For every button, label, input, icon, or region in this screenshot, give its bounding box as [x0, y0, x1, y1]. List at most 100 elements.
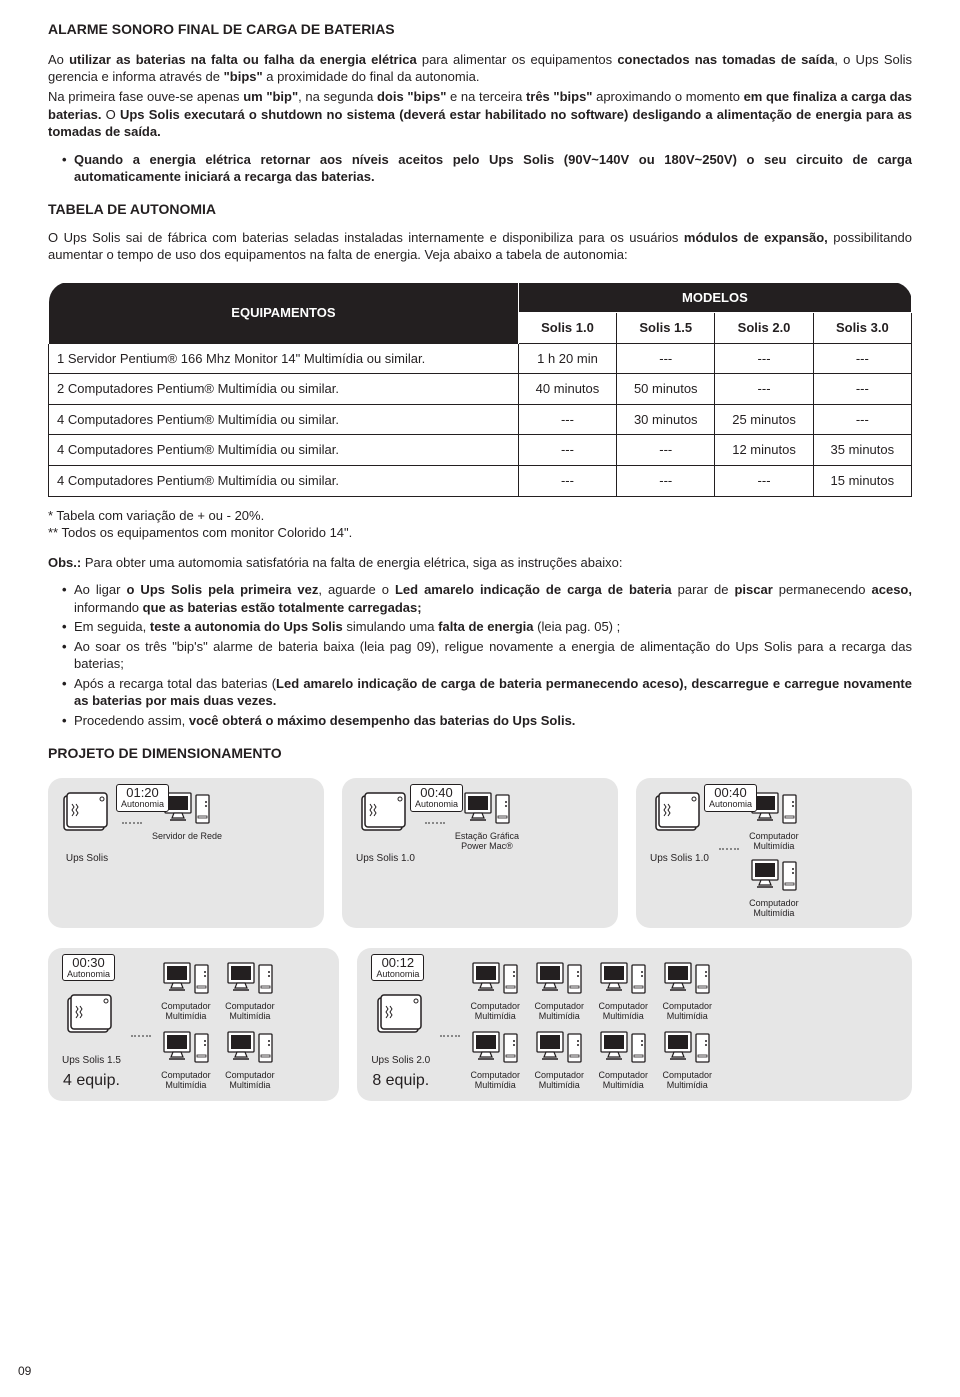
equip-label: ComputadorMultimídia — [662, 1002, 712, 1021]
th-model: Solis 2.0 — [715, 313, 813, 344]
time-badge: 00:40Autonomia — [410, 784, 463, 811]
equip-label: Servidor de Rede — [152, 832, 222, 841]
cell-value: 15 minutos — [813, 465, 911, 496]
cell-value: --- — [715, 343, 813, 374]
obs-item: Ao ligar o Ups Solis pela primeira vez, … — [62, 581, 912, 616]
alarm-p2: Na primeira fase ouve-se apenas um "bip"… — [48, 88, 912, 141]
cell-equip: 4 Computadores Pentium® Multimídia ou si… — [49, 465, 519, 496]
ups-unit: Ups Solis 1.0 — [650, 790, 709, 866]
equip-unit: ComputadorMultimídia — [598, 1029, 648, 1090]
equip-unit: ComputadorMultimídia — [534, 960, 584, 1021]
ups-unit: Ups Solis 1.54 equip. — [62, 992, 121, 1091]
ups-label: Ups Solis 2.0 — [371, 1054, 430, 1068]
sym-pc-icon — [225, 1029, 275, 1069]
table-row: 1 Servidor Pentium® 166 Mhz Monitor 14" … — [49, 343, 912, 374]
ups-unit: Ups Solis — [62, 790, 112, 866]
cell-value: --- — [518, 404, 616, 435]
equip-label: ComputadorMultimídia — [598, 1002, 648, 1021]
equip-label: ComputadorMultimídia — [534, 1002, 584, 1021]
equip-grid: ComputadorMultimídia ComputadorMultimídia… — [470, 960, 712, 1090]
sym-ups-icon — [654, 790, 704, 834]
equip-label: ComputadorMultimídia — [225, 1002, 275, 1021]
equip-unit: ComputadorMultimídia — [749, 857, 799, 918]
sym-ups-icon — [360, 790, 410, 834]
autonomy-intro: O Ups Solis sai de fábrica com baterias … — [48, 229, 912, 264]
alarm-title: ALARME SONORO FINAL DE CARGA DE BATERIAS — [48, 20, 912, 39]
cell-equip: 1 Servidor Pentium® 166 Mhz Monitor 14" … — [49, 343, 519, 374]
sym-pc-icon — [470, 1029, 520, 1069]
th-model: Solis 1.5 — [617, 313, 715, 344]
sym-pc-icon — [534, 1029, 584, 1069]
equip-unit: ComputadorMultimídia — [598, 960, 648, 1021]
equip-label: ComputadorMultimídia — [470, 1071, 520, 1090]
sym-pc-icon — [662, 960, 712, 1000]
sym-pc-icon — [161, 1029, 211, 1069]
equip-label: ComputadorMultimídia — [598, 1071, 648, 1090]
sym-pc-icon — [162, 790, 212, 830]
th-model: Solis 1.0 — [518, 313, 616, 344]
sym-pc-icon — [598, 1029, 648, 1069]
th-equip: EQUIPAMENTOS — [49, 282, 519, 343]
cell-value: --- — [813, 374, 911, 405]
cell-value: 50 minutos — [617, 374, 715, 405]
diagram-box: 01:20AutonomiaUps SolisServidor de Rede — [48, 778, 324, 928]
sym-pc-icon — [161, 960, 211, 1000]
page-number: 09 — [18, 1363, 31, 1379]
equip-unit: ComputadorMultimídia — [161, 1029, 211, 1090]
time-badge: 00:40Autonomia — [704, 784, 757, 811]
table-row: 2 Computadores Pentium® Multimídia ou si… — [49, 374, 912, 405]
cell-value: 40 minutos — [518, 374, 616, 405]
sym-pc-icon — [534, 960, 584, 1000]
cell-equip: 4 Computadores Pentium® Multimídia ou si… — [49, 435, 519, 466]
obs-item: Após a recarga total das baterias (Led a… — [62, 675, 912, 710]
cell-value: --- — [715, 374, 813, 405]
ups-unit: Ups Solis 2.0 8 equip. — [371, 992, 430, 1091]
cell-value: --- — [518, 465, 616, 496]
equip-label: ComputadorMultimídia — [225, 1071, 275, 1090]
th-models: MODELOS — [518, 282, 911, 313]
diagram-box: 00:40AutonomiaUps Solis 1.0 ComputadorMul… — [636, 778, 912, 928]
equip-unit: ComputadorMultimídia — [662, 1029, 712, 1090]
equip-label: ComputadorMultimídia — [749, 899, 799, 918]
equip-grid: ComputadorMultimídia ComputadorMultimídia… — [161, 960, 275, 1090]
cell-equip: 2 Computadores Pentium® Multimídia ou si… — [49, 374, 519, 405]
equip-label: ComputadorMultimídia — [161, 1071, 211, 1090]
cell-value: 35 minutos — [813, 435, 911, 466]
diagram-box: 00:12AutonomiaUps Solis 2.08 equip.Compu… — [357, 948, 912, 1101]
footnote-2: ** Todos os equipamentos com monitor Col… — [48, 524, 912, 542]
sym-ups-icon — [62, 790, 112, 834]
equip-unit: ComputadorMultimídia — [662, 960, 712, 1021]
equip-unit: ComputadorMultimídia — [225, 960, 275, 1021]
cell-value: --- — [813, 404, 911, 435]
equip-unit: Estação GráficaPower Mac® — [455, 790, 519, 851]
cell-value: --- — [813, 343, 911, 374]
table-row: 4 Computadores Pentium® Multimídia ou si… — [49, 465, 912, 496]
cell-equip: 4 Computadores Pentium® Multimídia ou si… — [49, 404, 519, 435]
alarm-p1: Ao utilizar as baterias na falta ou falh… — [48, 51, 912, 86]
th-model: Solis 3.0 — [813, 313, 911, 344]
equip-count: 8 equip. — [372, 1070, 429, 1092]
cell-value: --- — [617, 465, 715, 496]
sym-pc-icon — [662, 1029, 712, 1069]
sym-ups-icon — [376, 992, 426, 1036]
table-row: 4 Computadores Pentium® Multimídia ou si… — [49, 435, 912, 466]
cell-value: --- — [518, 435, 616, 466]
sym-pc-icon — [462, 790, 512, 830]
equip-label: ComputadorMultimídia — [662, 1071, 712, 1090]
autonomy-table: EQUIPAMENTOS MODELOS Solis 1.0Solis 1.5S… — [48, 282, 912, 497]
sym-ups-icon — [66, 992, 116, 1036]
equip-unit: ComputadorMultimídia — [470, 1029, 520, 1090]
cell-value: 30 minutos — [617, 404, 715, 435]
cell-value: 1 h 20 min — [518, 343, 616, 374]
table-row: 4 Computadores Pentium® Multimídia ou si… — [49, 404, 912, 435]
equip-label: ComputadorMultimídia — [470, 1002, 520, 1021]
equip-unit: ComputadorMultimídia — [225, 1029, 275, 1090]
table-footnotes: * Tabela com variação de + ou - 20%. ** … — [48, 507, 912, 542]
diagram-box: 00:40AutonomiaUps Solis 1.0Estação Gráfi… — [342, 778, 618, 928]
obs-intro: Obs.: Para obter uma automomia satisfató… — [48, 554, 912, 572]
alarm-bullet: Quando a energia elétrica retornar aos n… — [62, 151, 912, 186]
diagram-area: 01:20AutonomiaUps SolisServidor de Rede0… — [48, 778, 912, 1101]
obs-item: Ao soar os três "bip's" alarme de bateri… — [62, 638, 912, 673]
cell-value: --- — [617, 435, 715, 466]
equip-label: Estação GráficaPower Mac® — [455, 832, 519, 851]
